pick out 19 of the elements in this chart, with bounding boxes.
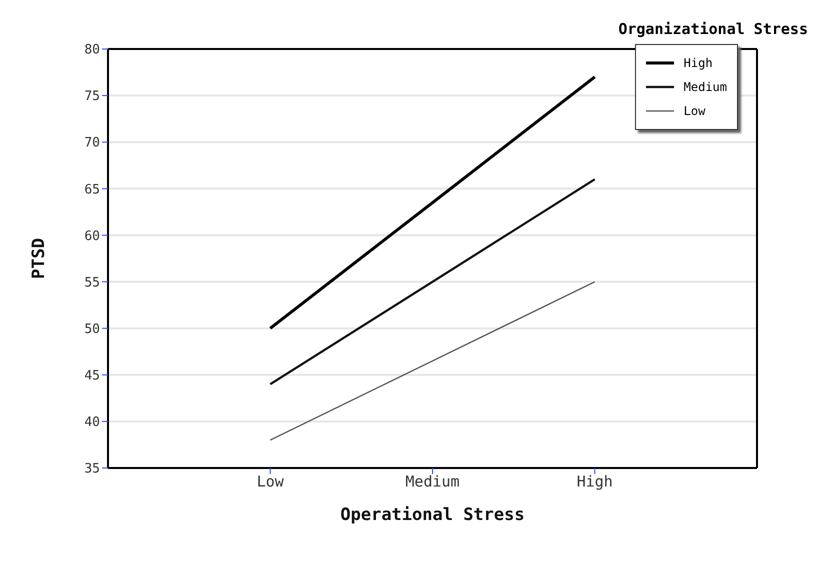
- y-tick-label: 60: [84, 228, 100, 244]
- y-tick-label: 35: [84, 462, 100, 477]
- y-tick-label: 45: [84, 368, 100, 384]
- y-tick-label: 55: [84, 275, 100, 290]
- y-tick-label: 70: [84, 136, 100, 151]
- y-tick-label: 75: [84, 89, 100, 104]
- y-tick-label: 40: [84, 415, 100, 430]
- legend-label: Low: [684, 104, 706, 118]
- x-tick-label: Low: [256, 472, 285, 491]
- legend-title: Organizational Stress: [617, 20, 808, 38]
- y-axis-title: PTSD: [29, 238, 50, 279]
- x-axis-title: Operational Stress: [340, 505, 525, 525]
- y-tick-label: 65: [84, 182, 100, 198]
- legend-label: High: [684, 56, 713, 70]
- x-tick-label: High: [576, 472, 613, 491]
- legend-label: Medium: [684, 80, 727, 94]
- y-tick-label: 80: [84, 42, 100, 58]
- x-tick-label: Medium: [405, 472, 460, 491]
- y-tick-label: 50: [84, 322, 100, 337]
